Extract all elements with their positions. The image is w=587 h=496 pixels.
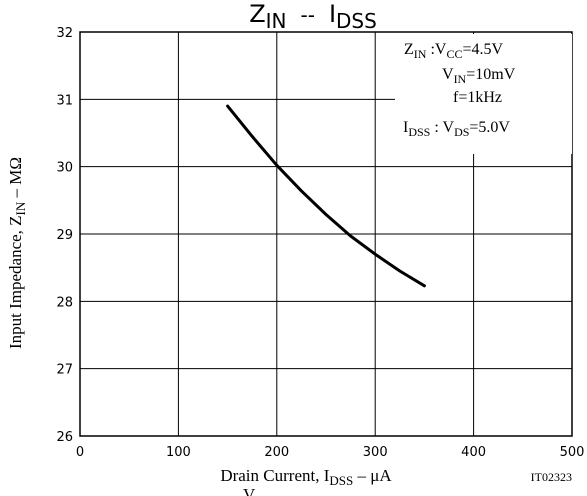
y-tick-label: 28: [56, 295, 73, 310]
y-tick-label: 27: [56, 363, 73, 378]
x-tick-label: 300: [363, 445, 388, 460]
x-tick-label: 400: [461, 445, 486, 460]
x-axis-label: Drain Current, IDSS – μA: [220, 466, 392, 488]
series-line: [226, 104, 426, 288]
y-tick-label: 32: [56, 26, 73, 41]
conditions-box: [395, 34, 572, 154]
y-axis-label: Input Impedance, ZIN – MΩ: [6, 157, 28, 349]
chart-title: ZIN -- IDSS: [249, 0, 377, 33]
x-tick-label: 100: [166, 445, 191, 460]
y-tick-label: 26: [56, 430, 73, 445]
figure-id: IT02323: [531, 470, 572, 484]
y-tick-label: 29: [56, 228, 73, 243]
y-tick-label: 30: [56, 161, 73, 176]
condition-line: ZIN :VCC=4.5V: [404, 41, 503, 61]
condition-line: VIN=10mV: [442, 66, 516, 86]
condition-line: IDSS : VDS=5.0V: [403, 119, 510, 139]
condition-line: f=1kHz: [453, 89, 502, 106]
conditions-legend: ZIN :VCC=4.5V VIN=10mV f=1kHz IDSS : VDS…: [403, 41, 516, 139]
y-tick-label: 31: [56, 93, 73, 108]
x-tick-label: 200: [264, 445, 289, 460]
tick-labels: 0 100 200 300 400 500 26 27 28 29 30 31 32: [56, 26, 584, 460]
x-tick-label: 500: [560, 445, 585, 460]
x-tick-label: 0: [76, 445, 84, 460]
plot-frame: [79, 31, 573, 437]
footer-fragment: V: [243, 485, 256, 496]
